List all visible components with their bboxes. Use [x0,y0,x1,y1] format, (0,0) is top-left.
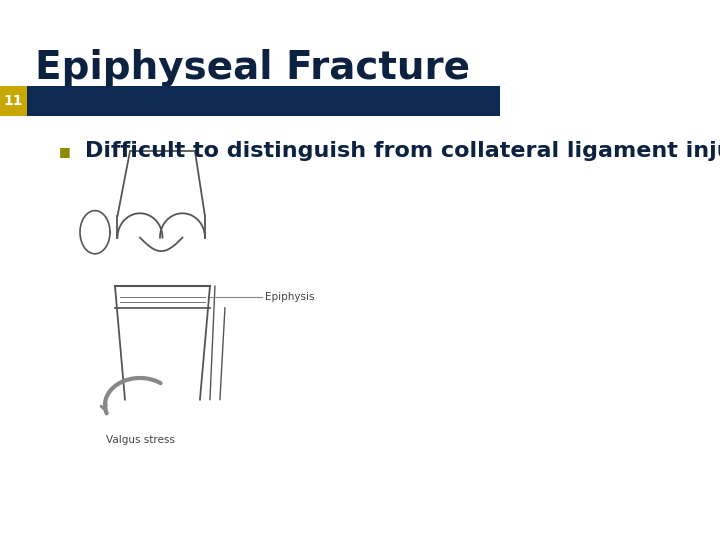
Text: Epiphyseal Fracture: Epiphyseal Fracture [35,49,470,86]
FancyBboxPatch shape [0,86,27,116]
FancyBboxPatch shape [27,86,500,116]
Text: Valgus stress: Valgus stress [106,435,174,445]
Text: ■: ■ [59,145,71,158]
Text: 11: 11 [4,94,23,108]
Text: Epiphysis: Epiphysis [265,292,315,302]
Text: Difficult to distinguish from collateral ligament injury!: Difficult to distinguish from collateral… [85,141,720,161]
